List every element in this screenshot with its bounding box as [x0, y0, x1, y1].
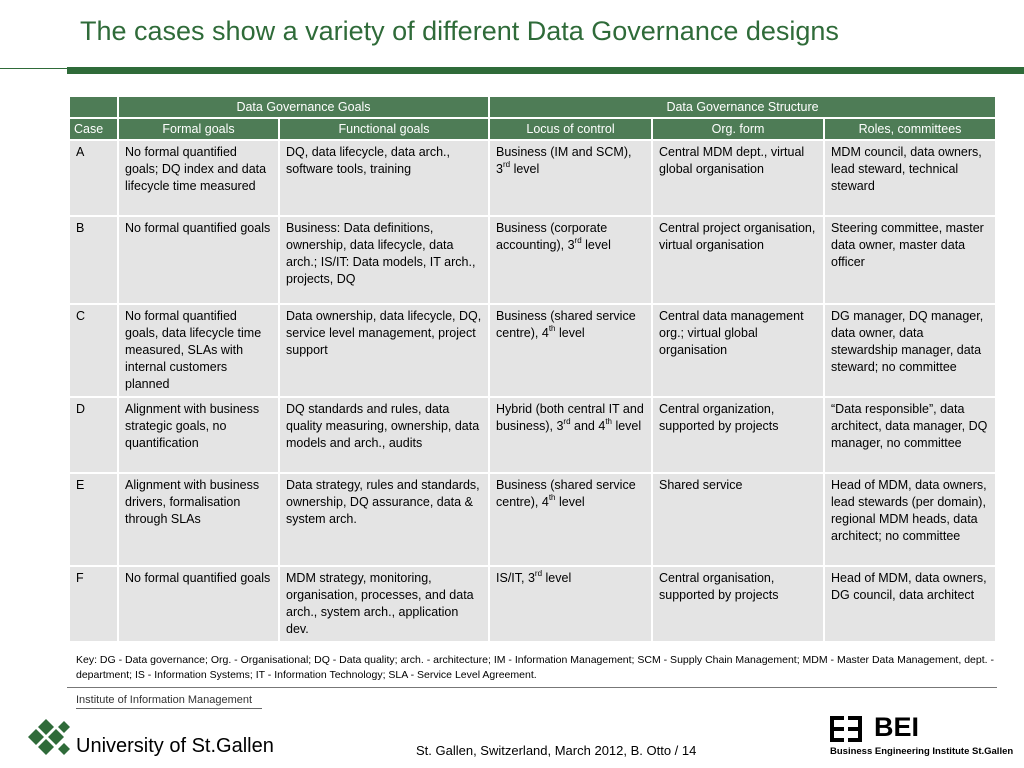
org-form-cell: Central MDM dept., virtual global organi…: [651, 139, 826, 217]
roles-cell: DG manager, DQ manager, data owner, data…: [823, 303, 998, 398]
case-cell: D: [68, 396, 119, 474]
locus-suffix: level: [510, 162, 540, 176]
locus-cell: Business (IM and SCM), 3rd level: [488, 139, 654, 217]
org-form-cell: Central project organisation, virtual or…: [651, 215, 826, 305]
roles-cell: “Data responsible”, data architect, data…: [823, 396, 998, 474]
locus-text: Business (shared service centre), 4: [496, 478, 636, 509]
col-header-org-form: Org. form: [651, 117, 826, 141]
org-form-cell: Central organization, supported by proje…: [651, 396, 826, 474]
functional-goals-cell: Business: Data definitions, ownership, d…: [277, 215, 491, 305]
functional-goals-cell: MDM strategy, monitoring, organisation, …: [277, 565, 491, 643]
bei-full-name: Business Engineering Institute St.Gallen: [830, 746, 1014, 757]
structure-group-header: Data Governance Structure: [488, 95, 998, 119]
col-header-formal-goals: Formal goals: [117, 117, 280, 141]
table-row: A No formal quantified goals; DQ index a…: [68, 139, 998, 217]
footer-location-date: St. Gallen, Switzerland, March 2012, B. …: [416, 743, 697, 758]
formal-goals-cell: No formal quantified goals: [117, 565, 280, 643]
org-form-cell: Central organisation, supported by proje…: [651, 565, 826, 643]
goals-group-header: Data Governance Goals: [116, 95, 491, 119]
locus-ordinal: th: [548, 323, 556, 333]
locus-text: Business (corporate accounting), 3: [496, 221, 608, 252]
formal-goals-cell: Alignment with business strategic goals,…: [117, 396, 280, 474]
functional-goals-cell: Data strategy, rules and standards, owne…: [277, 472, 491, 567]
locus-suffix: level: [581, 238, 611, 252]
col-header-case: Case: [68, 117, 119, 141]
formal-goals-cell: No formal quantified goals; DQ index and…: [117, 139, 280, 217]
locus-cell: Business (shared service centre), 4th le…: [488, 472, 654, 567]
roles-cell: MDM council, data owners, lead steward, …: [823, 139, 998, 217]
table-row: B No formal quantified goals Business: D…: [68, 215, 998, 305]
locus-ordinal: rd: [534, 568, 543, 578]
case-cell: B: [68, 215, 119, 305]
table-row: C No formal quantified goals, data lifec…: [68, 303, 998, 398]
roles-cell: Head of MDM, data owners, DG council, da…: [823, 565, 998, 643]
col-header-locus: Locus of control: [488, 117, 654, 141]
case-cell: F: [68, 565, 119, 643]
table-row: E Alignment with business drivers, forma…: [68, 472, 998, 567]
group-header-row: Data Governance Goals Data Governance St…: [68, 95, 998, 119]
roles-cell: Steering committee, master data owner, m…: [823, 215, 998, 305]
locus-cell: IS/IT, 3rd level: [488, 565, 654, 643]
functional-goals-cell: Data ownership, data lifecycle, DQ, serv…: [277, 303, 491, 398]
bei-abbreviation: BEI: [874, 712, 920, 742]
case-cell: C: [68, 303, 119, 398]
slide-title: The cases show a variety of different Da…: [80, 16, 839, 46]
locus-ordinal: th: [548, 492, 556, 502]
title-divider-thick: [67, 67, 1024, 74]
locus-suffix: level: [555, 495, 585, 509]
table-row: D Alignment with business strategic goal…: [68, 396, 998, 474]
formal-goals-cell: Alignment with business drivers, formali…: [117, 472, 280, 567]
locus-text: Hybrid (both central IT and business), 3: [496, 402, 644, 433]
bei-logo-icon: [830, 716, 862, 742]
col-header-functional-goals: Functional goals: [277, 117, 491, 141]
university-logo-icon: [28, 719, 70, 755]
abbreviation-key: Key: DG - Data governance; Org. - Organi…: [76, 654, 994, 681]
locus-text: Business (shared service centre), 4: [496, 309, 636, 340]
column-header-row: Case Formal goals Functional goals Locus…: [68, 117, 998, 141]
functional-goals-cell: DQ, data lifecycle, data arch., software…: [277, 139, 491, 217]
org-form-cell: Central data management org.; virtual gl…: [651, 303, 826, 398]
locus-ordinal: rd: [563, 416, 571, 426]
locus-ordinal: rd: [502, 159, 511, 169]
locus-ordinal: rd: [574, 235, 582, 245]
functional-goals-cell: DQ standards and rules, data quality mea…: [277, 396, 491, 474]
roles-cell: Head of MDM, data owners, lead stewards …: [823, 472, 998, 567]
col-header-roles: Roles, committees: [823, 117, 998, 141]
table-row: F No formal quantified goals MDM strateg…: [68, 565, 998, 643]
case-cell: A: [68, 139, 119, 217]
locus-cell: Business (corporate accounting), 3rd lev…: [488, 215, 654, 305]
locus-suffix: level: [555, 326, 585, 340]
locus-mid: and 4: [570, 419, 606, 433]
locus-suffix: level: [542, 571, 572, 585]
locus-text: Business (IM and SCM), 3: [496, 145, 632, 176]
institute-name: Institute of Information Management: [76, 694, 253, 706]
locus-cell: Business (shared service centre), 4th le…: [488, 303, 654, 398]
locus-text: IS/IT, 3: [496, 571, 535, 585]
locus-suffix: level: [611, 419, 642, 433]
footer-divider: [67, 687, 997, 688]
formal-goals-cell: No formal quantified goals: [117, 215, 280, 305]
institute-underline: [76, 708, 262, 709]
governance-table: Data Governance Goals Data Governance St…: [68, 95, 998, 643]
locus-cell: Hybrid (both central IT and business), 3…: [488, 396, 654, 474]
case-cell: E: [68, 472, 119, 567]
university-name: University of St.Gallen: [76, 735, 274, 757]
org-form-cell: Shared service: [651, 472, 826, 567]
header-blank: [68, 95, 119, 119]
formal-goals-cell: No formal quantified goals, data lifecyc…: [117, 303, 280, 398]
locus-ordinal-2: th: [605, 416, 612, 426]
